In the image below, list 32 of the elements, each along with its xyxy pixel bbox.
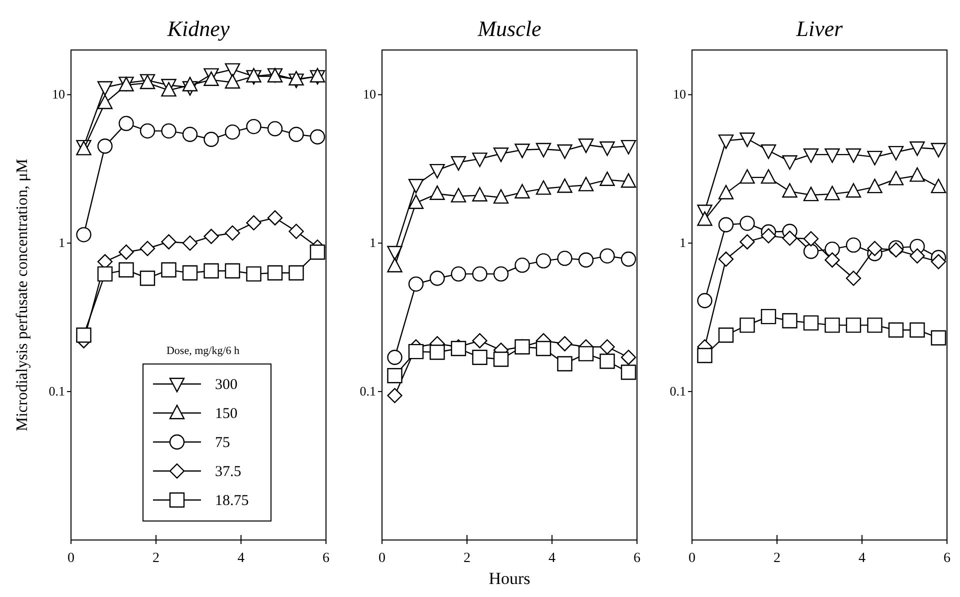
legend-label: 18.75	[215, 493, 249, 509]
x-tick-label: 6	[322, 551, 330, 566]
x-tick-label: 0	[68, 551, 74, 566]
legend-label: 150	[215, 406, 238, 422]
y-tick-label: 10	[673, 86, 686, 102]
x-tick-label: 0	[378, 551, 386, 566]
x-tick-label: 0	[688, 551, 696, 566]
x-tick-label: 6	[944, 551, 950, 566]
x-tick-label: 2	[464, 551, 470, 566]
y-tick-label: 1	[370, 235, 376, 250]
x-tick-label: 2	[152, 551, 160, 566]
legend-label: 75	[215, 435, 230, 451]
x-tick-label: 4	[548, 551, 556, 566]
x-axis-title: Hours	[488, 569, 530, 588]
x-tick-label: 2	[774, 551, 780, 566]
y-tick-label: 10	[363, 86, 376, 102]
y-tick-label: 0.1	[48, 384, 65, 399]
chart-title: Kidney	[166, 16, 230, 41]
legend-title: Dose, mg/kg/6 h	[166, 345, 240, 357]
y-tick-label: 0.1	[360, 384, 376, 399]
y-tick-label: 0.1	[670, 384, 686, 399]
chart-title: Muscle	[476, 16, 542, 41]
x-tick-label: 4	[858, 551, 866, 566]
y-tick-label: 1	[680, 235, 686, 250]
legend-label: 37.5	[215, 464, 242, 480]
y-axis-title: Microdialysis perfusate concentration, μM	[14, 158, 31, 432]
legend-label: 300	[215, 377, 238, 393]
y-tick-label: 1	[58, 235, 65, 250]
x-tick-label: 6	[634, 551, 640, 566]
chart-title: Liver	[795, 16, 844, 41]
x-tick-label: 4	[238, 551, 244, 566]
y-tick-label: 10	[52, 86, 65, 102]
